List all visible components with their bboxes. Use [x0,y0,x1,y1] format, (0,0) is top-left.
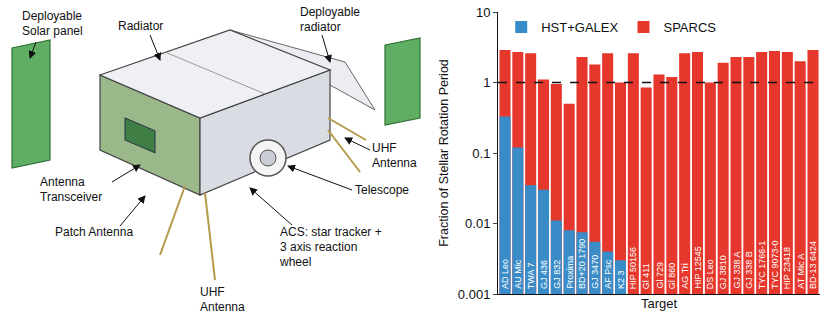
svg-text:AT Mic A: AT Mic A [796,253,806,288]
svg-text:K2 3: K2 3 [616,270,626,289]
svg-text:ACS: star tracker +3 axis reac: ACS: star tracker +3 axis reactionwheel [279,225,382,269]
svg-text:HST+GALEX: HST+GALEX [541,20,618,35]
svg-text:Target: Target [641,296,678,311]
svg-text:GJ 338 A: GJ 338 A [732,251,742,288]
svg-text:BD-13 6424: BD-13 6424 [808,241,818,289]
svg-text:UHFAntenna: UHFAntenna [372,141,417,170]
svg-text:Gl 729: Gl 729 [655,262,665,289]
svg-text:0.01: 0.01 [465,216,490,231]
svg-text:Radiator: Radiator [118,19,163,33]
svg-text:Proxima: Proxima [565,256,575,289]
svg-text:0.1: 0.1 [472,146,490,161]
svg-text:HIP 23418: HIP 23418 [782,247,792,289]
svg-text:TYC 1766-1: TYC 1766-1 [757,241,767,290]
svg-text:AntennaTransceiver: AntennaTransceiver [40,175,102,204]
svg-text:HIP 12545: HIP 12545 [693,246,703,288]
svg-text:DS Leo: DS Leo [705,259,715,289]
svg-text:0.001: 0.001 [458,287,491,302]
svg-text:Gl 411: Gl 411 [641,263,651,289]
svg-text:GJ 3810: GJ 3810 [718,255,728,289]
svg-text:10: 10 [476,5,490,20]
svg-text:HIP 50156: HIP 50156 [628,247,638,289]
svg-text:UHFAntenna: UHFAntenna [200,285,245,314]
svg-text:GJ 436: GJ 436 [539,260,549,289]
svg-text:Patch Antenna: Patch Antenna [55,225,133,239]
svg-text:TYC 9073-0: TYC 9073-0 [770,240,780,289]
svg-text:AG Tri: AG Tri [680,263,690,289]
svg-text:Deployableradiator: Deployableradiator [300,5,360,34]
svg-text:AD Leo: AD Leo [500,259,510,289]
svg-text:GJ 3470: GJ 3470 [590,255,600,289]
svg-text:SPARCS: SPARCS [663,20,716,35]
svg-text:Gl 860: Gl 860 [667,263,677,290]
svg-text:TWA 7: TWA 7 [526,262,536,289]
svg-text:DeployableSolar panel: DeployableSolar panel [22,9,83,38]
svg-text:BD+20 1790: BD+20 1790 [577,239,587,289]
svg-text:GJ 338 B: GJ 338 B [744,251,754,289]
svg-text:AU Mic: AU Mic [513,259,523,288]
svg-text:Fraction of Stellar Rotation P: Fraction of Stellar Rotation Period [437,59,451,247]
svg-text:GJ 832: GJ 832 [552,260,562,289]
svg-text:1: 1 [483,75,490,90]
svg-text:AF Psc: AF Psc [603,259,613,289]
svg-text:Telescope: Telescope [355,183,409,197]
